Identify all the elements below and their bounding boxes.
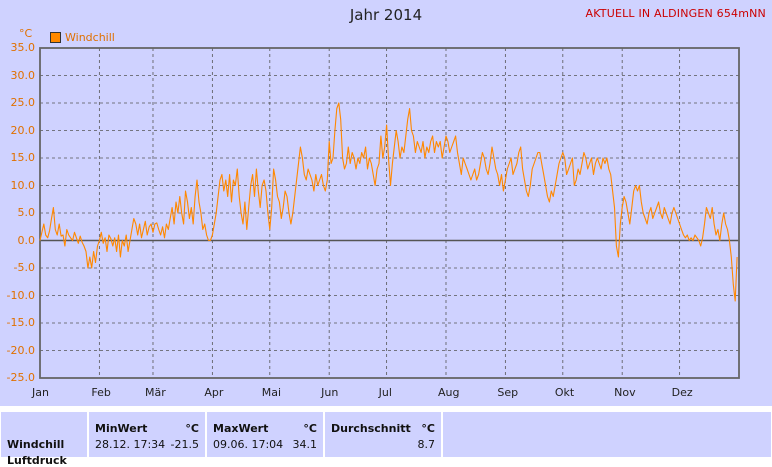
y-tick-label: 20.0 (10, 123, 36, 137)
chart-panel: Jahr 2014 AKTUELL IN ALDINGEN 654mNN °C … (0, 0, 772, 406)
avg-value: 8.7 (417, 438, 436, 451)
min-value: -21.5 (170, 438, 199, 451)
chart-title: Jahr 2014 (349, 6, 423, 24)
avg-header: Durchschnitt (331, 422, 411, 435)
stats-avg-cell: Durchschnitt °C 8.7 (324, 411, 442, 458)
stats-table: Windchill Luftdruck MinWert °C 28.12. 17… (0, 411, 772, 467)
legend-swatch (50, 32, 61, 43)
x-tick-label: Jan (32, 386, 49, 399)
series-line-windchill (39, 102, 738, 302)
x-tick-label: Nov (614, 386, 636, 399)
min-header: MinWert (95, 422, 148, 435)
x-tick-label: Mär (144, 386, 166, 399)
x-tick-label: Sep (497, 386, 519, 399)
x-tick-label: Dez (671, 386, 693, 399)
y-tick-label: -5.0 (13, 261, 35, 274)
y-axis-unit: °C (19, 27, 33, 40)
x-tick-label: Mai (261, 386, 282, 399)
y-tick-label: -20.0 (6, 343, 35, 357)
y-tick-label: 15.0 (10, 151, 36, 164)
y-tick-label: 25.0 (10, 96, 36, 109)
min-unit: °C (185, 422, 199, 435)
avg-unit: °C (421, 422, 435, 435)
x-tick-label: Jul (378, 386, 392, 399)
max-value: 34.1 (292, 438, 318, 451)
stats-min-cell: MinWert °C 28.12. 17:34 -21.5 (88, 411, 206, 458)
status-label: AKTUELL IN ALDINGEN 654mNN (585, 7, 766, 20)
min-time: 28.12. 17:34 (95, 438, 166, 451)
x-tick-label: Feb (91, 386, 111, 399)
y-tick-label: 5.0 (17, 206, 36, 219)
y-tick-label: 35.0 (10, 41, 36, 54)
x-tick-label: Apr (204, 386, 224, 399)
y-tick-label: -25.0 (6, 371, 35, 384)
y-tick-label: 30.0 (10, 68, 36, 82)
plot-frame (39, 47, 740, 379)
row-label: Windchill (7, 438, 65, 451)
x-tick-label: Aug (437, 386, 460, 399)
y-tick-label: 0.0 (17, 233, 36, 247)
x-tick-label: Okt (554, 386, 575, 399)
max-time: 09.06. 17:04 (213, 438, 284, 451)
max-header: MaxWert (213, 422, 269, 435)
max-unit: °C (303, 422, 317, 435)
stats-label-cell: Windchill Luftdruck (0, 411, 88, 467)
y-tick-label: -15.0 (6, 316, 35, 329)
y-tick-label: -10.0 (6, 288, 35, 302)
chart-plot (39, 47, 740, 379)
stats-empty-cell (442, 411, 772, 458)
y-tick-label: 10.0 (10, 178, 36, 192)
legend: Windchill (50, 31, 115, 44)
stats-max-cell: MaxWert °C 09.06. 17:04 34.1 (206, 411, 324, 458)
x-tick-label: Jun (321, 386, 339, 399)
row-label-2: Luftdruck (7, 454, 67, 467)
legend-label: Windchill (65, 31, 115, 44)
